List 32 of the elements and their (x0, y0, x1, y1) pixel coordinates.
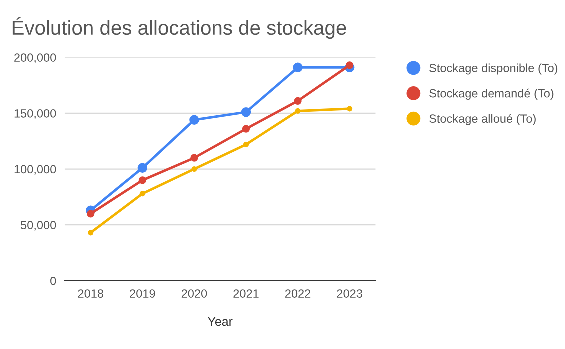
y-tick-label: 50,000 (21, 221, 56, 231)
y-tick-label: 150,000 (14, 109, 56, 120)
point (190, 154, 198, 162)
point (241, 107, 252, 118)
x-tick-label: 2022 (286, 290, 311, 298)
x-tick-label: 2020 (182, 290, 208, 298)
point (190, 115, 200, 125)
point (293, 62, 303, 72)
point (138, 163, 148, 174)
point (88, 230, 94, 236)
point (242, 125, 250, 133)
legend-label: Stockage demandé (To) (430, 88, 554, 100)
y-tick-label: 100,000 (14, 165, 56, 176)
legend-label: Stockage alloué (To) (430, 114, 536, 126)
x-axis-title: Year (208, 317, 233, 326)
x-tick-label: 2018 (78, 290, 104, 298)
x-tick-label: 2023 (337, 290, 362, 298)
y-tick-label: 200,000 (14, 54, 56, 64)
point (294, 97, 302, 105)
chart-title: Évolution des allocations de stockage (12, 17, 346, 40)
y-tick-label: 0 (50, 276, 56, 286)
point (140, 191, 146, 197)
x-tick-label: 2019 (130, 290, 156, 298)
point (346, 62, 354, 70)
x-tick-label: 2021 (234, 290, 259, 298)
point (138, 176, 146, 184)
point (192, 166, 198, 172)
legend-label: Stockage disponible (To) (430, 64, 558, 75)
point (347, 106, 353, 112)
point (295, 108, 301, 114)
point (87, 210, 95, 218)
point (243, 142, 250, 148)
